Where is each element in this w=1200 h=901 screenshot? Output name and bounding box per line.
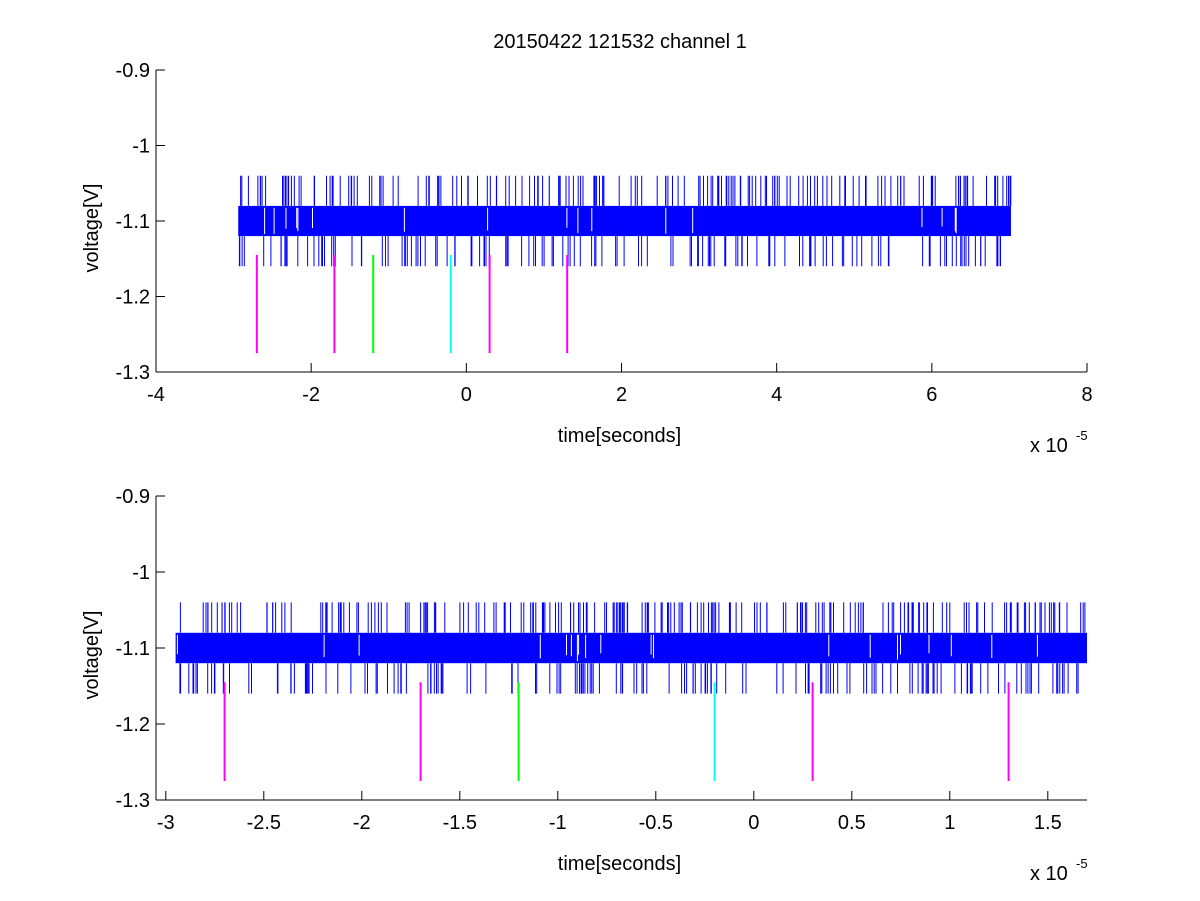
signal-spikes-high (240, 175, 1012, 206)
x-tick-label: -3 (157, 812, 175, 834)
x-tick-label: -1.5 (443, 812, 477, 834)
x-exponent-label: x 10 (1030, 863, 1068, 885)
x-tick-label: 0 (748, 812, 759, 834)
signal-band (238, 205, 1011, 237)
y-axis-label: voltage[V] (81, 184, 103, 273)
x-tick-label: -2.5 (247, 812, 281, 834)
x-tick-label: 6 (926, 384, 937, 406)
x-tick-label: 1 (944, 812, 955, 834)
signal-spikes-low (238, 236, 1001, 267)
x-tick-label: 1.5 (1034, 812, 1062, 834)
y-tick-label: -1 (132, 562, 150, 584)
x-exponent-value: -5 (1076, 428, 1088, 443)
x-tick-label: 0.5 (838, 812, 866, 834)
signal-gaps (264, 207, 957, 234)
x-exponent-label: x 10 (1030, 435, 1068, 457)
x-tick-label: -2 (302, 384, 320, 406)
figure-title: 20150422 121532 channel 1 (493, 31, 747, 53)
signal-gaps (176, 634, 1038, 661)
x-tick-label: 2 (616, 384, 627, 406)
y-tick-label: -1 (132, 136, 150, 158)
x-axis-label: time[seconds] (558, 853, 681, 875)
x-tick-label: -2 (353, 812, 371, 834)
y-tick-label: -0.9 (116, 486, 150, 508)
signal-series (175, 602, 1088, 694)
x-tick-label: 4 (771, 384, 782, 406)
y-tick-label: -1.1 (116, 211, 150, 233)
x-tick-label: 0 (461, 384, 472, 406)
x-tick-label: -4 (147, 384, 165, 406)
y-axis-label: voltage[V] (81, 611, 103, 700)
y-tick-label: -1.3 (116, 790, 150, 812)
x-tick-label: -0.5 (639, 812, 673, 834)
x-tick-label: 8 (1081, 384, 1092, 406)
y-tick-label: -1.3 (116, 362, 150, 384)
signal-spikes-high (179, 602, 1086, 633)
x-exponent-value: -5 (1076, 856, 1088, 871)
y-tick-label: -1.1 (116, 638, 150, 660)
y-tick-label: -1.2 (116, 714, 150, 736)
top-plot: -1.3 -1.2 -1.1 -1 -0.9 -4 -2 0 2 4 6 8 time[seconds]… (81, 60, 1093, 457)
signal-spikes-low (179, 663, 1079, 694)
y-tick-label: -0.9 (116, 60, 150, 82)
x-axis-label: time[seconds] (558, 425, 681, 447)
x-tick-label: -1 (549, 812, 567, 834)
y-tick-label: -1.2 (116, 287, 150, 309)
bottom-plot: -1.3 -1.2 -1.1 -1 -0.9 -3 -2.5 -2 -1.5 -1 -0.5 0 0.5… (81, 486, 1088, 885)
signal-series (238, 175, 1012, 267)
signal-band (175, 632, 1088, 664)
